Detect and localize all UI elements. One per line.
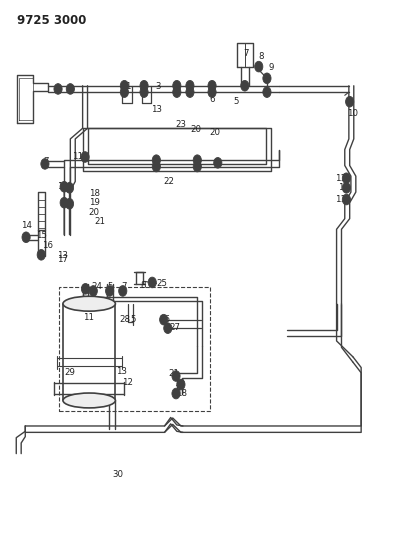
Text: 13: 13	[115, 367, 127, 376]
Text: 11: 11	[72, 152, 83, 161]
Text: 13: 13	[151, 105, 162, 114]
Circle shape	[54, 84, 62, 94]
Text: 18: 18	[89, 189, 99, 198]
Circle shape	[346, 96, 354, 107]
Text: 15: 15	[36, 231, 47, 240]
Text: 1: 1	[125, 82, 130, 91]
Text: 21: 21	[168, 369, 179, 378]
Text: 19: 19	[174, 379, 185, 388]
Text: 10: 10	[346, 109, 358, 118]
Circle shape	[60, 181, 68, 192]
Circle shape	[177, 379, 185, 390]
Circle shape	[263, 87, 271, 98]
Circle shape	[173, 87, 181, 98]
Text: 4: 4	[174, 82, 180, 91]
Text: 7: 7	[121, 282, 126, 291]
Circle shape	[37, 249, 45, 260]
Ellipse shape	[63, 393, 115, 408]
Text: 22: 22	[163, 177, 174, 186]
Circle shape	[208, 80, 216, 91]
Circle shape	[342, 194, 351, 205]
Text: 8: 8	[259, 52, 264, 61]
Circle shape	[342, 173, 351, 183]
Circle shape	[172, 388, 180, 399]
Circle shape	[152, 161, 160, 172]
Text: 8: 8	[141, 280, 146, 289]
Text: 5: 5	[108, 282, 113, 291]
Text: 20: 20	[210, 128, 221, 137]
Circle shape	[65, 182, 74, 193]
Text: 6: 6	[209, 94, 215, 103]
Circle shape	[81, 152, 89, 163]
Bar	[59, 287, 210, 411]
Circle shape	[208, 87, 216, 98]
Text: 20: 20	[89, 208, 99, 217]
Text: 9: 9	[268, 63, 274, 71]
Circle shape	[60, 197, 68, 208]
Circle shape	[255, 61, 263, 72]
Circle shape	[214, 158, 222, 168]
Circle shape	[120, 87, 129, 98]
Text: 3: 3	[156, 82, 161, 91]
Circle shape	[81, 284, 90, 294]
Circle shape	[22, 232, 30, 243]
Text: 24: 24	[91, 282, 102, 291]
Circle shape	[140, 87, 148, 98]
Circle shape	[263, 73, 271, 84]
Circle shape	[41, 159, 49, 169]
Circle shape	[119, 286, 127, 296]
Circle shape	[120, 80, 129, 91]
Circle shape	[173, 80, 181, 91]
Text: 30: 30	[113, 471, 124, 479]
Text: 5: 5	[130, 315, 136, 324]
Circle shape	[65, 198, 74, 209]
Text: 5: 5	[233, 97, 239, 106]
Text: 17: 17	[57, 255, 68, 263]
Text: 29: 29	[64, 368, 75, 377]
Circle shape	[159, 314, 168, 325]
Circle shape	[148, 277, 156, 288]
Circle shape	[172, 370, 180, 381]
Text: 11: 11	[335, 195, 346, 204]
Circle shape	[186, 80, 194, 91]
Text: 14: 14	[21, 221, 32, 230]
Text: 11: 11	[83, 313, 94, 322]
Circle shape	[89, 286, 97, 296]
Text: 26: 26	[160, 315, 171, 324]
Circle shape	[193, 161, 201, 172]
Text: 12: 12	[122, 378, 133, 387]
Text: 2: 2	[139, 82, 145, 91]
Text: 19: 19	[89, 198, 99, 207]
Circle shape	[164, 323, 172, 334]
Ellipse shape	[63, 296, 115, 311]
Text: 11: 11	[335, 174, 346, 183]
Text: 13: 13	[58, 252, 69, 260]
Text: 9725 3000: 9725 3000	[17, 14, 86, 27]
Text: 7: 7	[43, 157, 48, 166]
Text: 27: 27	[169, 323, 180, 332]
Circle shape	[140, 80, 148, 91]
Text: 16: 16	[42, 241, 53, 250]
Circle shape	[342, 182, 351, 193]
Circle shape	[66, 84, 74, 94]
Text: 13: 13	[58, 182, 69, 191]
Circle shape	[106, 286, 114, 296]
Circle shape	[193, 155, 201, 165]
Circle shape	[152, 155, 160, 165]
Text: 21: 21	[95, 217, 106, 227]
Text: 7: 7	[244, 50, 249, 58]
Text: 18: 18	[176, 389, 187, 398]
Circle shape	[186, 87, 194, 98]
Text: 12: 12	[337, 183, 349, 192]
Text: 28: 28	[119, 315, 130, 324]
Text: 23: 23	[175, 119, 187, 128]
Text: 25: 25	[157, 279, 168, 288]
Circle shape	[241, 80, 249, 91]
Text: 5: 5	[187, 87, 193, 96]
Text: 20: 20	[190, 125, 201, 134]
